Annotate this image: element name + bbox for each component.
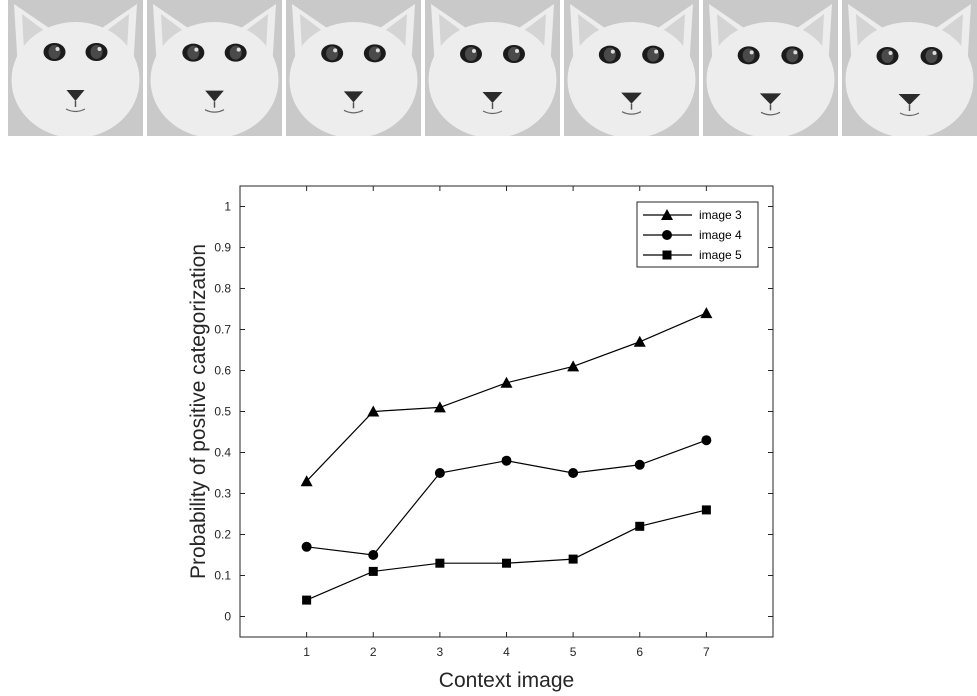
y-tick-label: 0.8	[214, 282, 231, 296]
cat-face-image-2	[147, 0, 282, 136]
cat-face-image-1	[8, 0, 143, 136]
y-tick-label: 0.3	[214, 487, 231, 501]
legend-item: image 5	[643, 248, 742, 262]
y-tick-label: 0.7	[214, 323, 231, 337]
legend-label: image 3	[699, 208, 742, 222]
legend-item: image 3	[643, 208, 742, 222]
cat-face-image-3	[286, 0, 421, 136]
x-tick-label: 1	[303, 645, 310, 659]
legend-label: image 5	[699, 248, 742, 262]
x-tick-label: 3	[437, 645, 444, 659]
y-tick-label: 0	[224, 610, 231, 624]
data-point	[435, 558, 445, 568]
data-point	[300, 475, 313, 487]
data-point	[500, 376, 513, 388]
y-axis-ticks: 0 0.1 0.2 0.3 0.4 0.5 0.6 0.7 0.8 0.9 1	[214, 200, 773, 624]
data-point	[633, 335, 646, 347]
y-tick-label: 1	[224, 200, 231, 214]
series-image-4	[301, 435, 712, 560]
y-tick-label: 0.2	[214, 528, 231, 542]
data-point	[368, 566, 378, 576]
data-point	[634, 459, 645, 470]
y-tick-label: 0.6	[214, 364, 231, 378]
y-tick-label: 0.5	[214, 405, 231, 419]
data-point	[700, 307, 713, 319]
cat-face-image-5	[564, 0, 699, 136]
legend-item: image 4	[643, 228, 742, 242]
legend: image 3 image 4 image 5	[636, 201, 759, 268]
legend-marker	[661, 209, 673, 220]
legend-marker	[662, 230, 672, 240]
data-point	[701, 435, 712, 446]
cat-face-image-6	[703, 0, 838, 136]
x-tick-label: 6	[636, 645, 643, 659]
x-tick-label: 2	[370, 645, 377, 659]
data-point	[568, 554, 578, 564]
data-point	[368, 550, 379, 560]
series-image-5	[302, 505, 711, 605]
data-point	[568, 468, 579, 478]
data-point	[301, 541, 312, 552]
x-tick-label: 5	[570, 645, 577, 659]
data-point	[433, 401, 446, 413]
x-tick-label: 7	[703, 645, 710, 659]
data-point	[501, 455, 512, 466]
data-point	[302, 595, 312, 605]
line-chart: 0 0.1 0.2 0.3 0.4 0.5 0.6 0.7 0.8 0.9 1 1 2 3 4 5 6 7 Pr…	[187, 185, 774, 692]
x-axis-label: Context image	[439, 669, 574, 692]
data-point	[701, 505, 711, 515]
face-image-strip	[8, 0, 977, 136]
cat-face-image-7	[842, 0, 977, 136]
legend-label: image 4	[699, 228, 742, 242]
data-point	[367, 405, 380, 417]
y-tick-label: 0.4	[214, 446, 231, 460]
data-point	[502, 558, 511, 568]
y-tick-label: 0.1	[214, 569, 231, 583]
data-point	[434, 468, 445, 478]
series-image-3	[300, 307, 713, 487]
x-tick-label: 4	[503, 645, 510, 659]
data-point	[567, 360, 580, 372]
data-point	[635, 521, 645, 531]
cat-face-image-4	[425, 0, 560, 136]
x-axis-ticks: 1 2 3 4 5 6 7	[303, 186, 710, 659]
series-group	[300, 307, 713, 605]
y-axis-label: Probability of positive categorization	[187, 244, 210, 579]
y-tick-label: 0.9	[214, 241, 231, 255]
legend-marker	[662, 250, 672, 260]
